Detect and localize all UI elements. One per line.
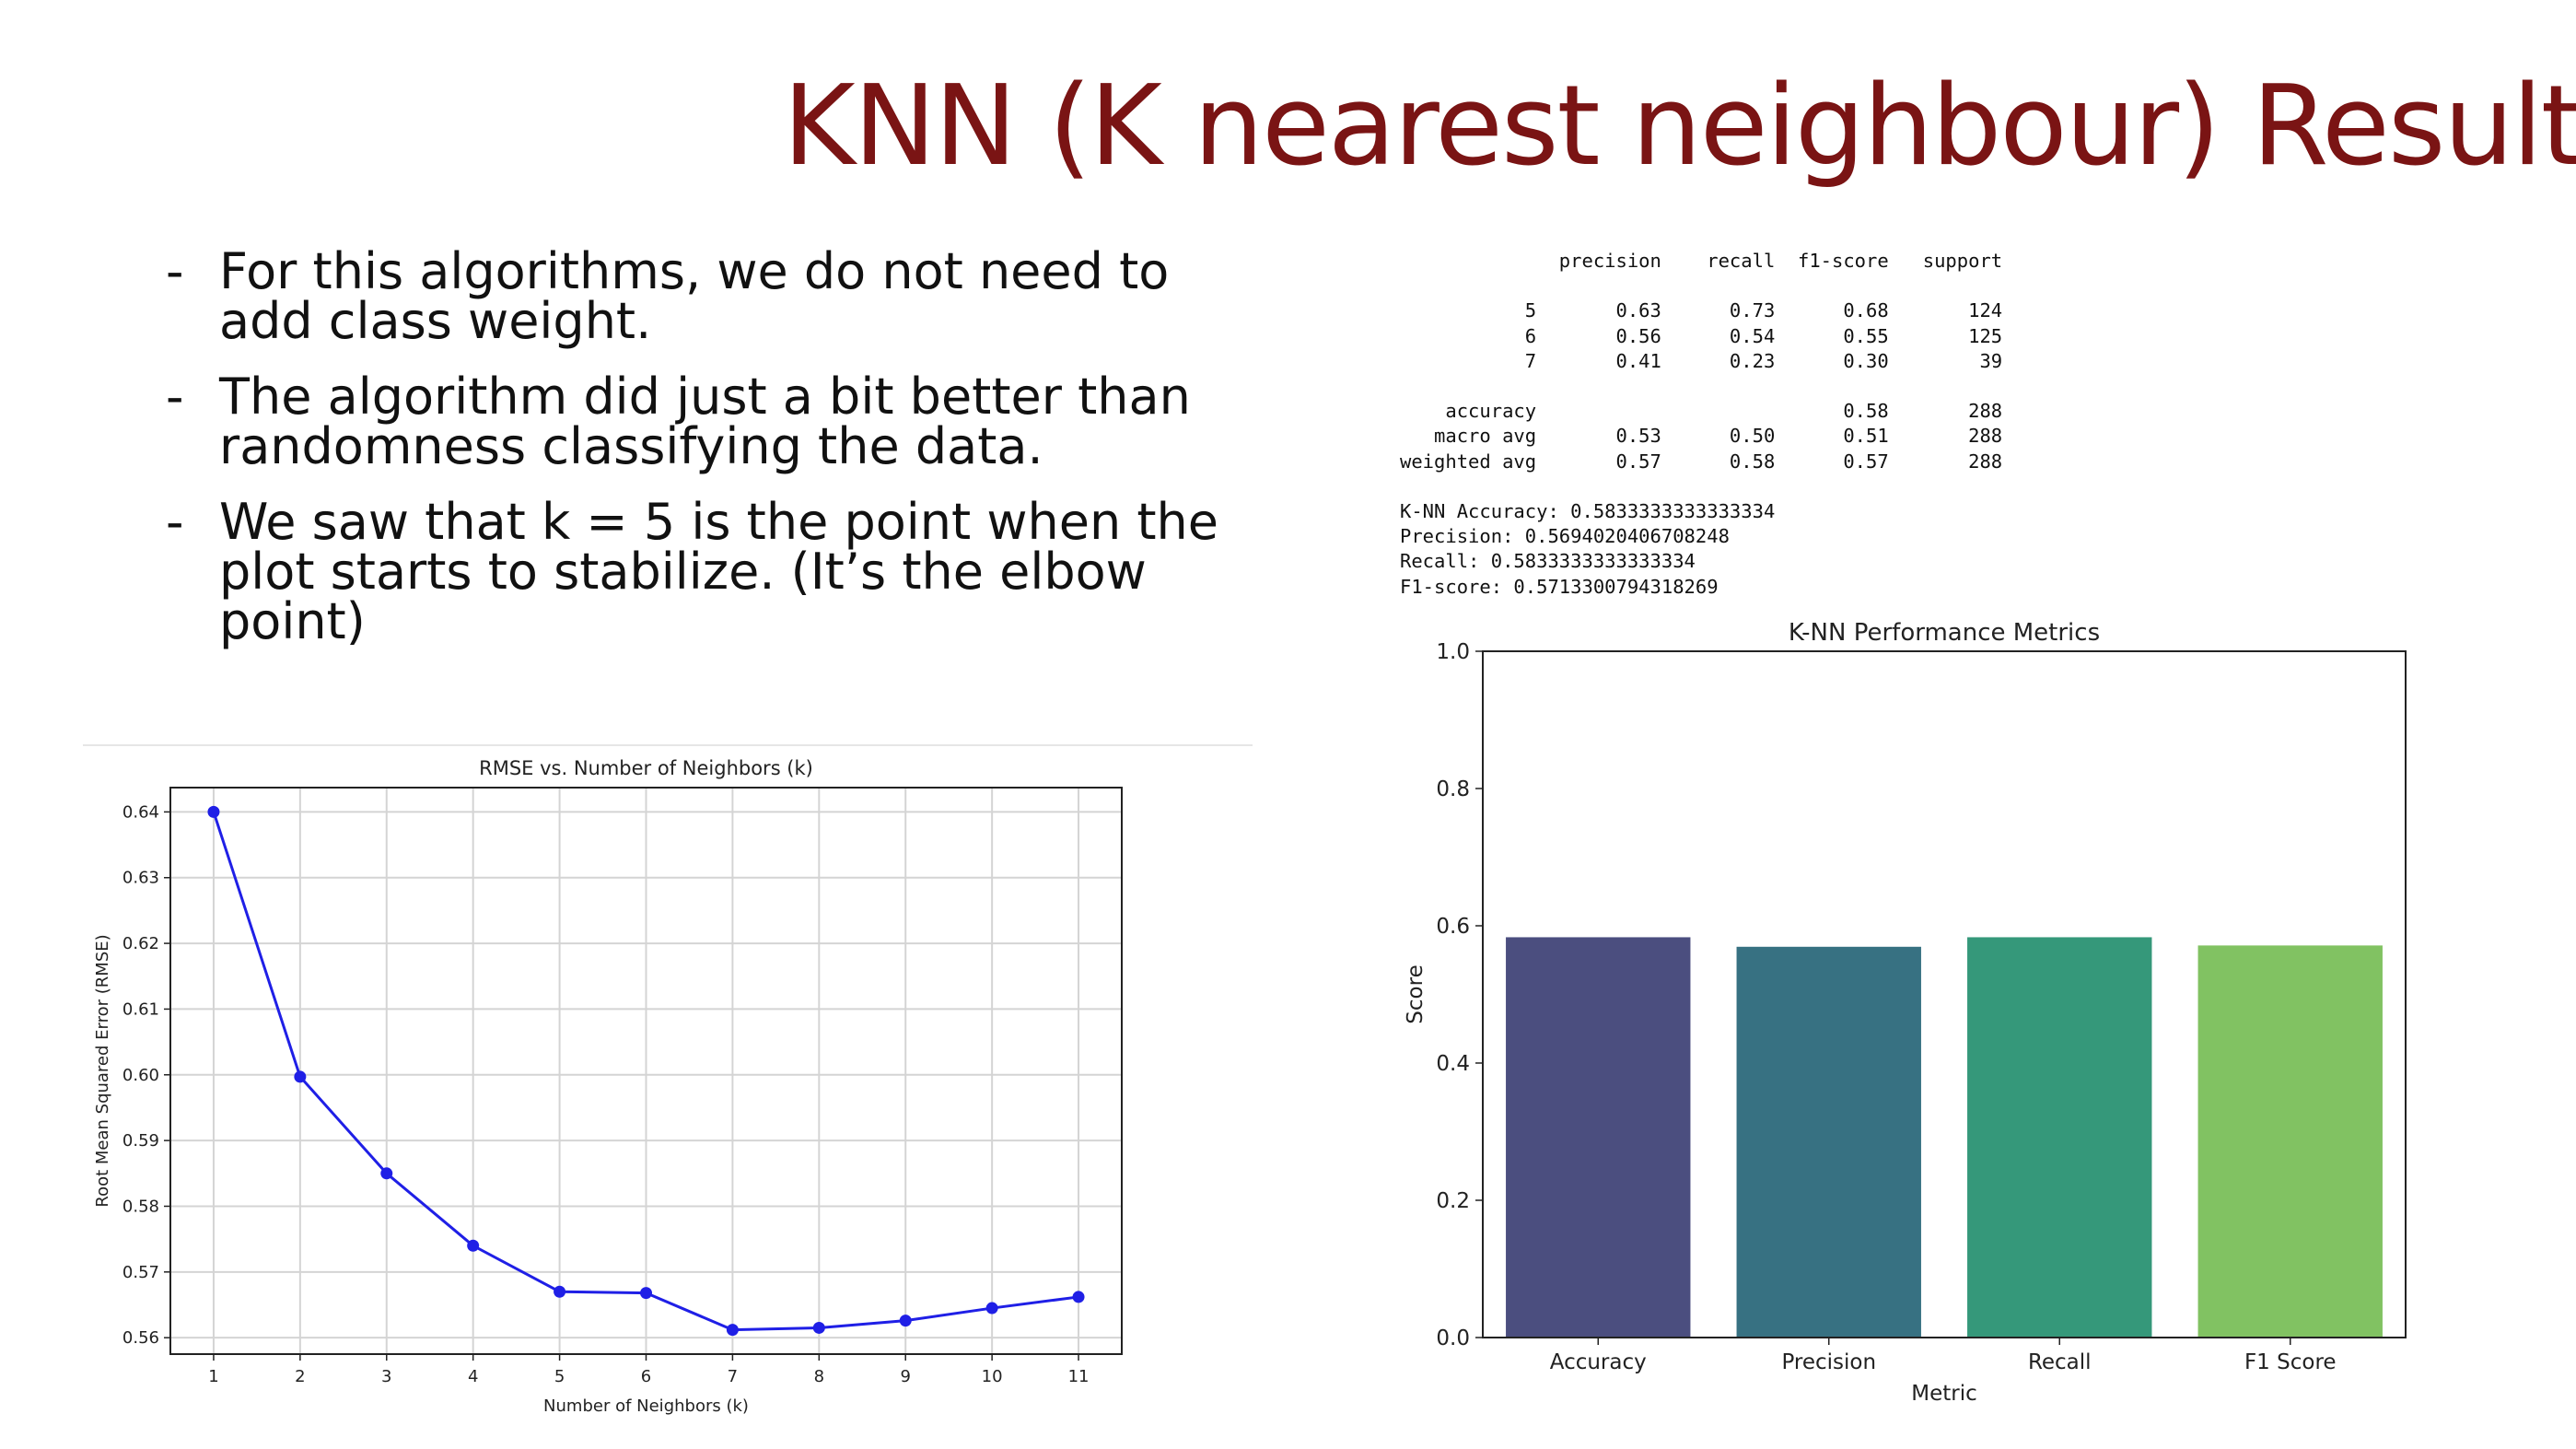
plot-frame <box>1482 650 2407 1338</box>
rmse-line-chart: 1 2 3 4 5 6 7 8 9 10 11 0.56 0.57 0.58 0.59 0.60 0.61 0.6… <box>93 757 1123 1416</box>
y-tick-label: 0.64 <box>122 802 159 822</box>
x-tick-label: 9 <box>901 1367 911 1386</box>
bar <box>1967 937 2152 1338</box>
x-axis-label: Number of Neighbors (k) <box>543 1396 749 1416</box>
y-tick-label: 0.2 <box>1436 1189 1470 1213</box>
x-axis-label: Metric <box>1911 1382 1977 1406</box>
y-axis-label: Score <box>1404 964 1428 1023</box>
data-point <box>985 1302 998 1315</box>
bullet-text: The algorithm did just a bit better than… <box>219 368 1191 475</box>
classification-report: precision recall f1-score support 5 0.63… <box>1400 250 2003 598</box>
data-point <box>380 1167 393 1180</box>
data-point <box>467 1239 480 1252</box>
x-tick-label: 6 <box>641 1367 651 1386</box>
y-tick-label: 0.56 <box>122 1328 159 1348</box>
x-tick-label: Accuracy <box>1550 1350 1647 1374</box>
x-tick-label: 1 <box>208 1367 218 1386</box>
performance-bar-chart: Accuracy Precision Recall F1 Score 0.0 0.2 0.4… <box>1404 619 2407 1406</box>
x-tick-label: 5 <box>554 1367 565 1386</box>
bullet-item: - The algorithm did just a bit better th… <box>166 372 1243 472</box>
data-point <box>554 1285 566 1298</box>
bullet-marker: - <box>166 242 184 300</box>
x-tick-label: Precision <box>1781 1350 1876 1374</box>
data-point <box>726 1324 739 1337</box>
chart-title: K-NN Performance Metrics <box>1789 619 2100 647</box>
bullet-text: We saw that k = 5 is the point when the … <box>219 493 1218 650</box>
x-tick-label: 10 <box>982 1367 1003 1386</box>
chart-title: RMSE vs. Number of Neighbors (k) <box>479 757 813 779</box>
y-tick-label: 0.57 <box>122 1263 159 1282</box>
y-tick-label: 0.62 <box>122 934 159 953</box>
y-tick-label: 0.8 <box>1436 777 1470 801</box>
x-tick-label: 3 <box>381 1367 391 1386</box>
y-tick-label: 1.0 <box>1436 640 1470 664</box>
bar <box>1506 937 1691 1338</box>
y-tick-label: 0.0 <box>1436 1326 1470 1350</box>
slide-title: KNN (K nearest neighbour) Results <box>783 63 2576 191</box>
divider <box>83 744 1253 746</box>
x-tick-label: 7 <box>728 1367 738 1386</box>
y-tick-label: 0.58 <box>122 1197 159 1216</box>
data-point <box>640 1287 652 1300</box>
bullet-item: - For this algorithms, we do not need to… <box>166 247 1243 346</box>
y-tick-label: 0.63 <box>122 869 159 888</box>
bullet-text: For this algorithms, we do not need to a… <box>219 242 1170 350</box>
x-tick-label: Recall <box>2028 1350 2092 1374</box>
data-point <box>294 1070 307 1083</box>
y-tick-label: 0.60 <box>122 1066 159 1085</box>
x-tick-label: F1 Score <box>2244 1350 2337 1374</box>
x-tick-label: 4 <box>468 1367 478 1386</box>
y-tick-label: 0.6 <box>1436 915 1470 939</box>
bullet-marker: - <box>166 368 184 426</box>
data-point <box>899 1315 912 1327</box>
data-point <box>812 1321 825 1334</box>
y-tick-label: 0.4 <box>1436 1052 1470 1076</box>
x-tick-label: 11 <box>1068 1367 1090 1386</box>
data-point <box>1072 1291 1085 1303</box>
y-tick-label: 0.61 <box>122 999 159 1019</box>
bullet-item: - We saw that k = 5 is the point when th… <box>166 497 1243 647</box>
data-point <box>207 805 220 818</box>
bullet-marker: - <box>166 493 184 551</box>
x-tick-label: 8 <box>814 1367 824 1386</box>
bar <box>2197 945 2383 1338</box>
y-axis-label: Root Mean Squared Error (RMSE) <box>93 934 112 1207</box>
bar <box>1736 946 1921 1338</box>
x-tick-label: 2 <box>295 1367 305 1386</box>
bullet-list: - For this algorithms, we do not need to… <box>166 247 1243 672</box>
y-tick-label: 0.59 <box>122 1131 159 1151</box>
